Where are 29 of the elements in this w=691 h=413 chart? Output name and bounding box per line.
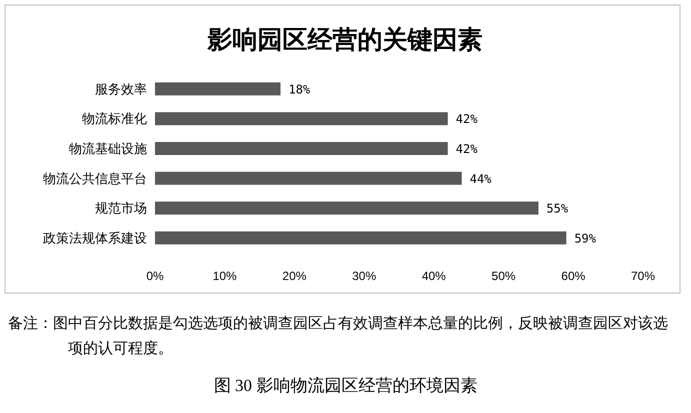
data-label: 42% [456, 142, 478, 156]
data-label: 44% [470, 172, 492, 186]
caption: 图 30 影响物流园区经营的环境因素 [212, 375, 478, 397]
bar [155, 82, 280, 96]
y-tick-label: 物流标准化 [82, 111, 147, 126]
bar [155, 202, 538, 215]
x-tick-label: 30% [352, 269, 376, 283]
x-tick-label: 10% [212, 269, 238, 283]
text: 备注：图中百分比数据是勾选选项的被调查园区占有效调查样本总量的比例，反映被调查园区对该选项的认可程度。 [8, 314, 669, 359]
x-tick-label: 70% [630, 269, 656, 283]
y-tick-label: 规范市场 [95, 200, 147, 216]
data-label: 42% [456, 112, 478, 126]
chart-title: 影响园区经营的关键因素 [206, 26, 482, 54]
bar [155, 231, 566, 244]
bar [155, 112, 448, 126]
data-label: 59% [574, 231, 597, 246]
x-tick-label: 0% [146, 269, 164, 283]
data-label: 18% [288, 82, 311, 96]
bar [155, 142, 448, 155]
x-tick-label: 20% [282, 269, 307, 283]
y-tick-label: 服务效率 [95, 81, 147, 96]
bar [155, 172, 462, 185]
x-tick-label: 60% [561, 269, 586, 283]
y-tick-label: 物流公共信息平台 [43, 170, 147, 186]
data-label: 55% [546, 202, 569, 216]
x-tick-label: 40% [422, 269, 446, 283]
y-tick-label: 政策法规体系建设 [43, 230, 147, 246]
x-tick-label: 50% [492, 269, 516, 283]
y-tick-label: 物流基础设施 [69, 141, 147, 156]
